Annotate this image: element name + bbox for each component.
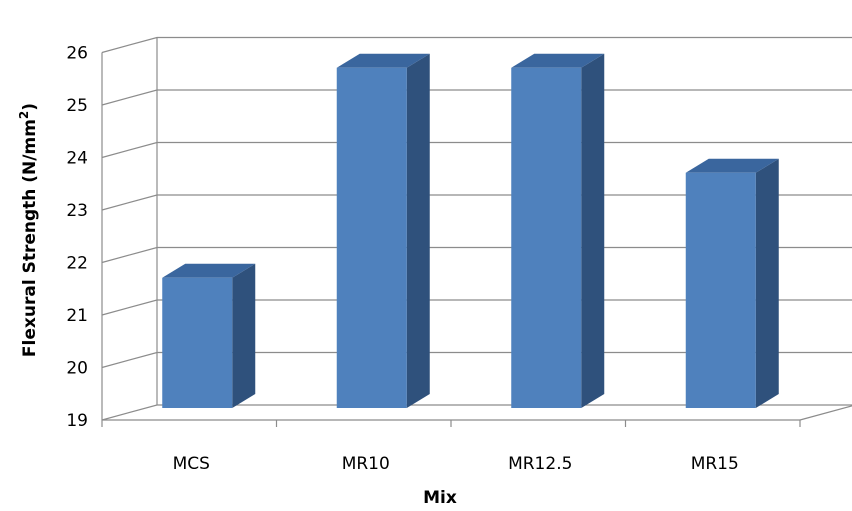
bar-front (336, 67, 407, 408)
gridline (101, 89, 852, 106)
bars-layer (162, 53, 779, 408)
bar-front (162, 277, 233, 408)
grid-layer (101, 36, 852, 427)
bar (336, 53, 430, 408)
y-axis-title-main: Flexural Strength (N/mm (20, 119, 40, 357)
y-tick-label: 21 (66, 306, 88, 326)
bar (685, 158, 779, 408)
y-tick-label: 20 (66, 359, 88, 379)
y-tick-label: 19 (66, 411, 88, 431)
y-tick-labels: 19 20 21 22 23 24 25 26 (66, 44, 88, 432)
x-tick-label: MR10 (342, 454, 390, 474)
bar-top (511, 53, 605, 68)
y-tick-label: 23 (66, 201, 88, 221)
y-tick-label: 26 (66, 44, 88, 64)
y-tick-label: 22 (66, 254, 88, 274)
bar-top (336, 53, 430, 68)
y-axis-title-close: ) (20, 103, 40, 111)
bar-side (755, 158, 779, 408)
bar-side (232, 263, 256, 408)
gridline (101, 141, 852, 159)
floor-right-edge (799, 405, 852, 421)
gridline (101, 36, 852, 54)
bar-top (685, 158, 779, 173)
bar-side (581, 53, 605, 408)
bar (162, 263, 256, 408)
y-axis-title-sup: 2 (17, 111, 31, 119)
x-tick-label: MR12.5 (508, 454, 572, 474)
bar-side (406, 53, 430, 408)
bar-front (511, 67, 582, 408)
bar (511, 53, 605, 408)
x-tick-label: MCS (173, 454, 210, 474)
x-axis-title: Mix (423, 488, 457, 508)
x-tick-label: MR15 (691, 454, 739, 474)
y-axis-title: Flexural Strength (N/mm2) (17, 103, 40, 357)
x-tick-labels: MCS MR10 MR12.5 MR15 (173, 454, 739, 474)
y-tick-label: 25 (66, 96, 88, 116)
bar-front (685, 172, 756, 408)
y-tick-label: 24 (66, 149, 88, 169)
bar-top (162, 263, 256, 278)
